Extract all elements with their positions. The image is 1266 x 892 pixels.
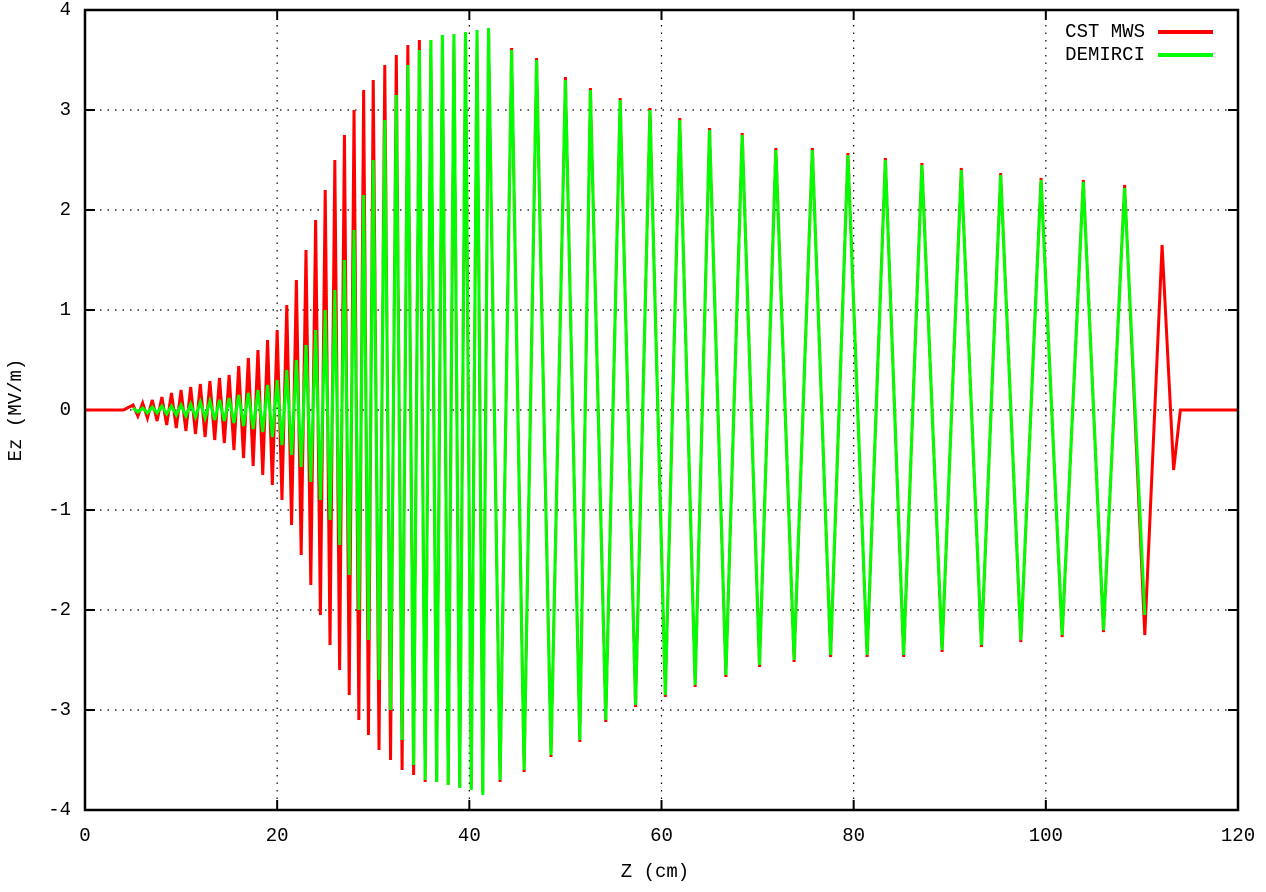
- y-tick-label: 1: [60, 299, 71, 321]
- y-tick-label: 2: [60, 199, 71, 221]
- x-axis-label: Z (cm): [621, 861, 689, 883]
- y-tick-label: -3: [48, 699, 71, 721]
- y-tick-label: 0: [60, 399, 71, 421]
- x-tick-label: 40: [458, 825, 481, 847]
- x-tick-label: 120: [1221, 825, 1255, 847]
- y-tick-label: -1: [48, 499, 71, 521]
- legend-label: CST MWS: [1065, 21, 1145, 43]
- y-tick-label: 4: [60, 0, 71, 21]
- x-tick-label: 20: [266, 825, 289, 847]
- y-axis-label: Ez (MV/m): [5, 359, 27, 462]
- y-tick-label: 3: [60, 99, 71, 121]
- y-tick-label: -4: [48, 799, 71, 821]
- x-tick-label: 0: [79, 825, 90, 847]
- plot-frame: [83, 8, 1240, 812]
- x-tick-label: 100: [1029, 825, 1063, 847]
- x-tick-label: 60: [650, 825, 673, 847]
- y-tick-label: -2: [48, 599, 71, 621]
- series-line: [132, 27, 1147, 796]
- x-tick-label: 80: [842, 825, 865, 847]
- legend-label: DEMIRCI: [1065, 44, 1145, 66]
